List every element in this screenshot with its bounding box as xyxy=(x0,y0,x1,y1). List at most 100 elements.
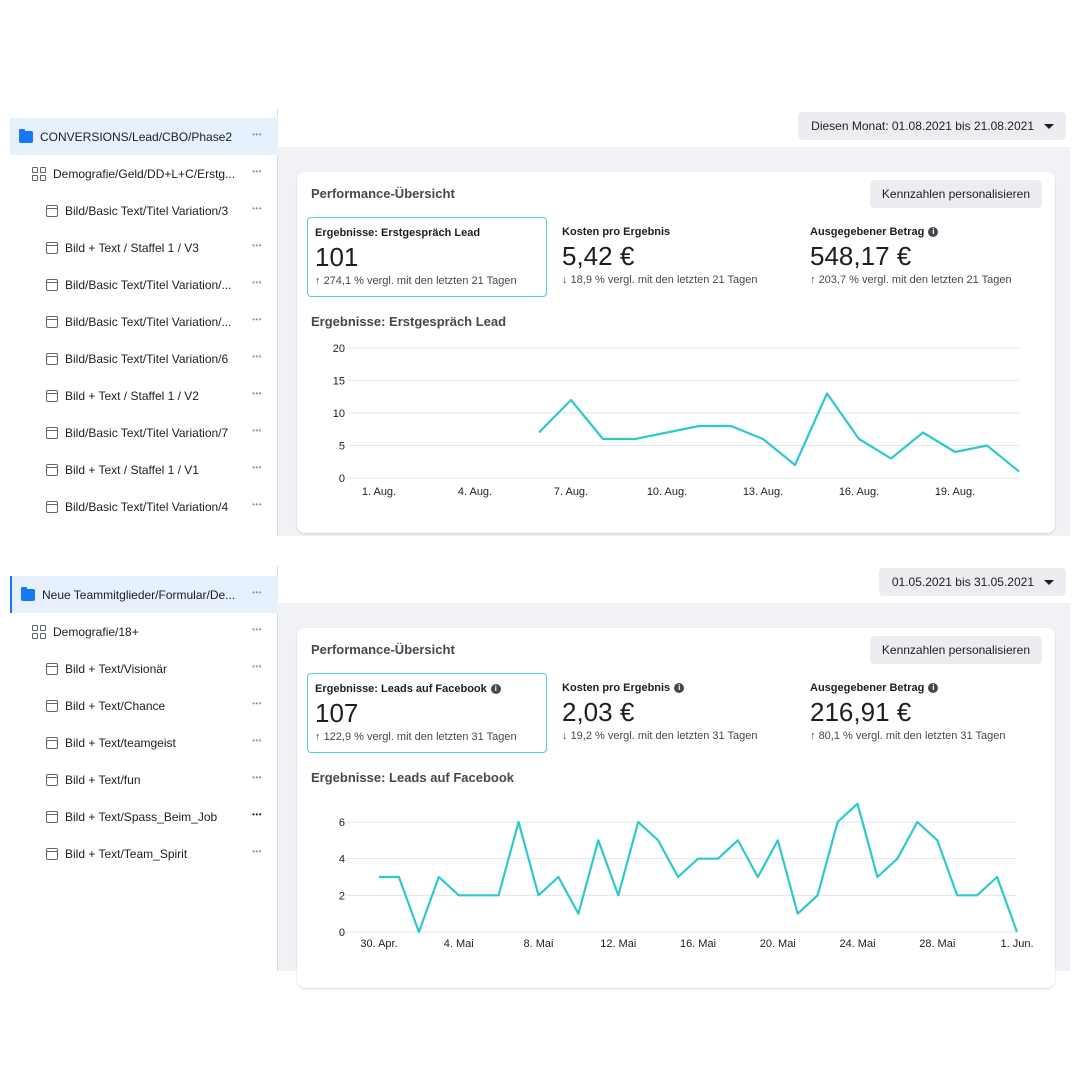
sidebar-item[interactable]: Neue Teammitglieder/Formular/De... ••• xyxy=(10,576,278,613)
more-options-icon[interactable]: ••• xyxy=(252,315,262,324)
line-chart: 0 5 10 15 20 1. Aug. 4. Aug. 7. Aug. 10. Aug. 13.… xyxy=(333,343,1020,498)
info-icon[interactable]: i xyxy=(490,684,501,694)
sidebar-item[interactable]: Bild + Text/Visionär ••• xyxy=(10,650,278,687)
more-options-icon[interactable]: ••• xyxy=(252,588,262,597)
ad-icon xyxy=(46,736,58,749)
sidebar-item[interactable]: Bild/Basic Text/Titel Variation/3 ••• xyxy=(10,192,278,229)
metric-label: Kosten pro Ergebnis xyxy=(562,226,788,238)
y-tick-label: 4 xyxy=(339,854,345,866)
sidebar-item[interactable]: Demografie/Geld/DD+L+C/Erstg... ••• xyxy=(10,155,278,192)
sidebar-item[interactable]: Bild/Basic Text/Titel Variation/6 ••• xyxy=(10,340,278,377)
y-tick-label: 10 xyxy=(333,408,345,420)
ad-icon xyxy=(46,241,58,254)
sidebar-item[interactable]: Bild/Basic Text/Titel Variation/... ••• xyxy=(10,266,278,303)
ad-icon xyxy=(46,847,58,860)
metric-tile[interactable]: Kosten pro Ergebnis i 2,03 € ↓ 19,2 % vergl… xyxy=(555,673,795,753)
more-options-icon[interactable]: ••• xyxy=(252,204,262,213)
more-options-icon[interactable]: ••• xyxy=(252,463,262,472)
sidebar-item[interactable]: Bild + Text/Team_Spirit ••• xyxy=(10,835,278,872)
y-tick-label: 0 xyxy=(339,927,345,939)
more-options-icon[interactable]: ••• xyxy=(252,167,262,176)
sidebar-item-label: Bild + Text/teamgeist xyxy=(65,735,176,750)
y-tick-label: 15 xyxy=(333,376,345,388)
sidebar-item-label: Bild/Basic Text/Titel Variation/7 xyxy=(65,425,229,440)
sidebar-item[interactable]: Demografie/18+ ••• xyxy=(10,613,278,650)
arrow-up-icon: ↑ xyxy=(810,730,816,742)
ad-icon xyxy=(46,426,58,439)
sidebar-item-label: Bild + Text / Staffel 1 / V1 xyxy=(65,462,199,477)
more-options-icon[interactable]: ••• xyxy=(252,810,262,819)
sidebar-item[interactable]: Bild + Text / Staffel 1 / V1 ••• xyxy=(10,451,278,488)
more-options-icon[interactable]: ••• xyxy=(252,426,262,435)
metric-comparison: ↑ 274,1 % vergl. mit den letzten 21 Tage… xyxy=(315,275,539,287)
more-options-icon[interactable]: ••• xyxy=(252,847,262,856)
more-options-icon[interactable]: ••• xyxy=(252,278,262,287)
more-options-icon[interactable]: ••• xyxy=(252,352,262,361)
more-options-icon[interactable]: ••• xyxy=(252,389,262,398)
more-options-icon[interactable]: ••• xyxy=(252,736,262,745)
comparison-text: 80,1 % vergl. mit den letzten 31 Tagen xyxy=(818,730,1006,742)
date-range-label: 01.05.2021 bis 31.05.2021 xyxy=(891,575,1034,589)
x-tick-label: 28. Mai xyxy=(919,938,955,950)
date-range-dropdown[interactable]: Diesen Monat: 01.08.2021 bis 21.08.2021 xyxy=(798,112,1066,140)
metric-value: 107 xyxy=(315,698,359,728)
sidebar-item-label: Neue Teammitglieder/Formular/De... xyxy=(42,587,236,602)
sidebar-item-label: Bild + Text/Spass_Beim_Job xyxy=(65,809,218,824)
more-options-icon[interactable]: ••• xyxy=(252,699,262,708)
folder-icon xyxy=(19,128,33,143)
metric-tile[interactable]: Ergebnisse: Leads auf Facebook i 107 ↑ 122,… xyxy=(307,673,547,753)
ad-set-grid-icon xyxy=(32,624,46,639)
x-tick-label: 7. Aug. xyxy=(554,486,588,498)
metric-value: 101 xyxy=(315,242,359,272)
more-options-icon[interactable]: ••• xyxy=(252,773,262,782)
sidebar-item[interactable]: Bild + Text/Chance ••• xyxy=(10,687,278,724)
main-area: Diesen Monat: 01.08.2021 bis 21.08.2021 … xyxy=(278,108,1070,536)
metric-tile[interactable]: Ergebnisse: Erstgespräch Lead 101 ↑ 274,1 … xyxy=(307,217,547,297)
sidebar-item[interactable]: Bild/Basic Text/Titel Variation/4 ••• xyxy=(10,488,278,525)
ad-icon xyxy=(46,810,58,823)
sidebar-item[interactable]: Bild + Text / Staffel 1 / V3 ••• xyxy=(10,229,278,266)
sidebar-item-label: CONVERSIONS/Lead/CBO/Phase2 xyxy=(40,129,233,144)
date-range-dropdown[interactable]: 01.05.2021 bis 31.05.2021 xyxy=(878,568,1066,596)
sidebar-item[interactable]: CONVERSIONS/Lead/CBO/Phase2 ••• xyxy=(10,118,278,155)
info-icon[interactable]: i xyxy=(928,227,939,237)
metric-tile[interactable]: Kosten pro Ergebnis 5,42 € ↓ 18,9 % vergl.… xyxy=(555,217,795,297)
chart-title: Ergebnisse: Erstgespräch Lead xyxy=(311,314,507,329)
sidebar-item-label: Bild + Text/fun xyxy=(65,772,141,787)
customize-metrics-button[interactable]: Kennzahlen personalisieren xyxy=(869,636,1042,664)
ad-icon xyxy=(46,773,58,786)
metric-tile[interactable]: Ausgegebener Betrag i 216,91 € ↑ 80,1 % ver… xyxy=(803,673,1043,753)
sidebar-item[interactable]: Bild/Basic Text/Titel Variation/... ••• xyxy=(10,303,278,340)
metric-comparison: ↑ 80,1 % vergl. mit den letzten 31 Tagen xyxy=(810,730,1036,742)
more-options-icon[interactable]: ••• xyxy=(252,241,262,250)
y-tick-label: 2 xyxy=(339,890,345,902)
sidebar-item-label: Bild/Basic Text/Titel Variation/... xyxy=(65,314,232,329)
more-options-icon[interactable]: ••• xyxy=(252,662,262,671)
sidebar-item[interactable]: Bild + Text/Spass_Beim_Job ••• xyxy=(10,798,278,835)
metric-comparison: ↑ 122,9 % vergl. mit den letzten 31 Tage… xyxy=(315,731,539,743)
info-icon[interactable]: i xyxy=(928,683,939,693)
x-tick-label: 1. Jun. xyxy=(1000,938,1033,950)
ad-icon xyxy=(46,463,58,476)
metric-comparison: ↑ 203,7 % vergl. mit den letzten 21 Tage… xyxy=(810,274,1036,286)
ad-icon xyxy=(46,315,58,328)
arrow-down-icon: ↓ xyxy=(562,274,568,286)
info-icon[interactable]: i xyxy=(674,683,685,693)
more-options-icon[interactable]: ••• xyxy=(252,625,262,634)
sidebar-item[interactable]: Bild + Text/teamgeist ••• xyxy=(10,724,278,761)
sidebar-item[interactable]: Bild + Text/fun ••• xyxy=(10,761,278,798)
sidebar-item-label: Demografie/Geld/DD+L+C/Erstg... xyxy=(53,166,236,181)
metric-label-text: Kosten pro Ergebnis xyxy=(562,682,671,694)
sidebar-item[interactable]: Bild + Text / Staffel 1 / V2 ••• xyxy=(10,377,278,414)
performance-overview-card: Performance-Übersicht Kennzahlen personal… xyxy=(297,628,1055,988)
sidebar-item-label: Bild/Basic Text/Titel Variation/4 xyxy=(65,499,229,514)
x-tick-label: 20. Mai xyxy=(760,938,796,950)
customize-metrics-button[interactable]: Kennzahlen personalisieren xyxy=(869,180,1042,208)
more-options-icon[interactable]: ••• xyxy=(252,130,262,139)
comparison-text: 274,1 % vergl. mit den letzten 21 Tagen xyxy=(323,275,517,287)
more-options-icon[interactable]: ••• xyxy=(252,500,262,509)
ad-icon xyxy=(46,389,58,402)
metric-tile[interactable]: Ausgegebener Betrag i 548,17 € ↑ 203,7 % ve… xyxy=(803,217,1043,297)
card-title: Performance-Übersicht xyxy=(311,186,455,201)
sidebar-item[interactable]: Bild/Basic Text/Titel Variation/7 ••• xyxy=(10,414,278,451)
